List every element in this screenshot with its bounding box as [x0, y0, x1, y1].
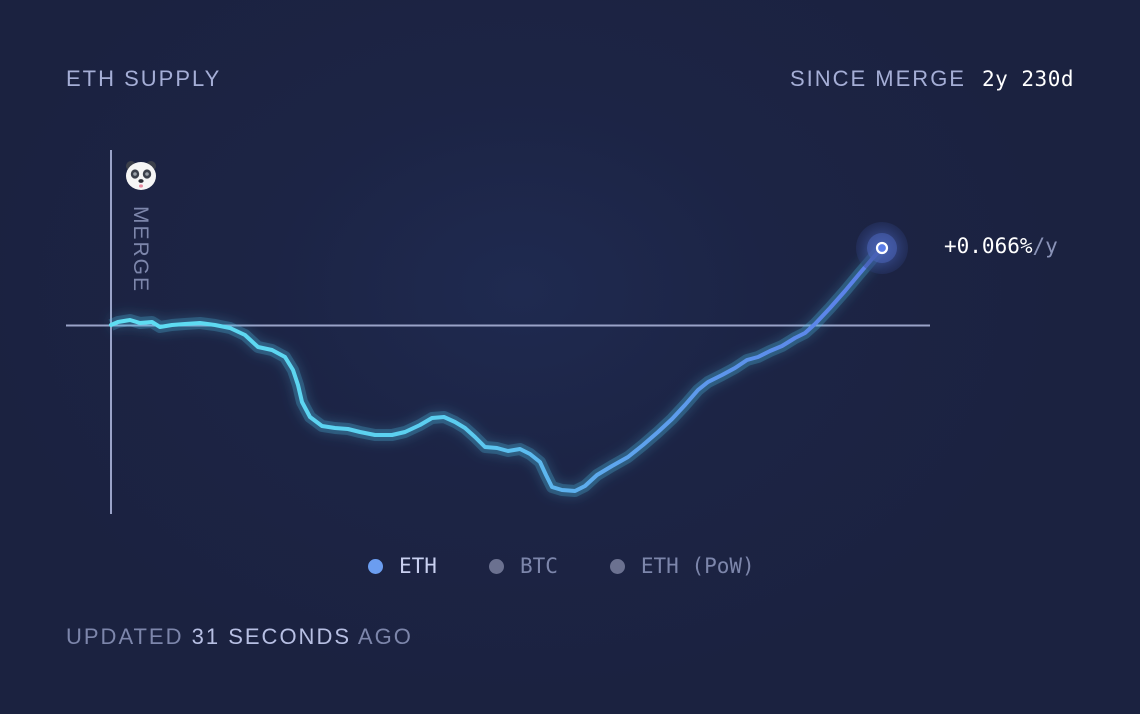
last-updated: UPDATED 31 SECONDS AGO	[66, 624, 413, 650]
since-merge-label: SINCE MERGE	[789, 66, 966, 91]
legend-item-eth[interactable]: ETH	[368, 554, 437, 578]
updated-prefix: UPDATED	[66, 624, 184, 649]
card-title: ETH SUPPLY	[66, 66, 222, 91]
legend-dot-eth-icon	[368, 558, 383, 574]
supply-rate-value: +0.066%	[944, 234, 1033, 258]
panda-icon	[126, 161, 156, 190]
eth-supply-line	[109, 246, 884, 493]
supply-line-glow	[108, 243, 887, 497]
updated-suffix: AGO	[357, 624, 413, 649]
legend-dot-btc-icon	[488, 558, 504, 574]
since-merge-value: 2y 230d	[981, 67, 1074, 91]
supply-rate-unit: /y	[1032, 234, 1058, 258]
updated-count: 31 SECONDS	[191, 624, 352, 649]
chart-legend: ETH BTC ETH (PoW)	[368, 554, 755, 578]
legend-label-btc: BTC	[519, 554, 558, 578]
legend-label-eth: ETH	[399, 554, 437, 578]
legend-label-eth-pow: ETH (PoW)	[640, 554, 755, 578]
legend-item-eth-pow[interactable]: ETH (PoW)	[609, 554, 755, 578]
legend-item-btc[interactable]: BTC	[488, 554, 558, 578]
current-point-marker[interactable]	[875, 241, 889, 255]
legend-dot-eth-pow-icon	[609, 558, 625, 574]
supply-rate: +0.066%/y	[944, 234, 1058, 258]
since-merge: SINCE MERGE 2y 230d	[790, 66, 1074, 92]
merge-label: MERGE	[129, 206, 152, 294]
